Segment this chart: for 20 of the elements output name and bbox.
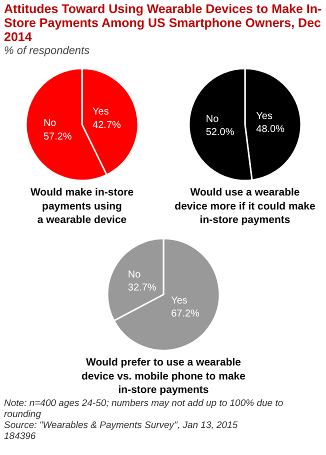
slice-label: No [206,114,220,125]
data-label: 67.2% [171,308,200,320]
slice-label: No [128,269,142,280]
source-note: Source: "Wearables & Payments Survey", Jan 13, 2015 [4,420,238,431]
text: Would use a wearable device more if it could make in-store payments [174,186,316,226]
data-label: 32.7% [128,282,156,294]
text: 184396 [4,430,36,442]
text: Would make in-store payments using a wearable device [30,186,134,226]
text: Attitudes Toward Using Wearable Devices to Make In-Store Payments Among US Smartphone Owners, Dec 2014 [4,2,322,44]
slice-label: Yes [92,106,109,118]
data-label: 57.2% [43,131,72,142]
chart-subtitle: % of respondents [4,44,91,59]
text: Note: n=400 ages 24-50; numbers may not add up to 100% due to rounding [4,398,284,420]
data-label: 42.7% [92,120,122,131]
slice-label: No [43,118,57,129]
data-label: 52.0% [206,126,234,138]
slice-label: Yes [256,110,272,122]
slice-label: Yes [171,295,188,306]
text: Would prefer to use a wearable device vs. mobile phone to make in-store payments [82,356,246,396]
data-label: 48.0% [256,124,285,135]
